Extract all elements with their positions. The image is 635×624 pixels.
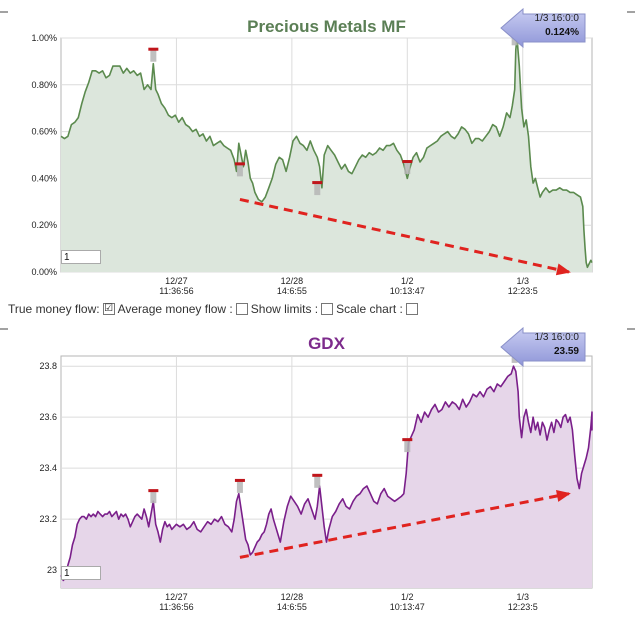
event-marker [404,440,411,453]
y-tick-label: 0.40% [31,173,57,183]
y-tick-label: 0.80% [31,80,57,90]
event-marker-flag [234,478,245,482]
x-tick-label: 1/2 [401,592,414,602]
event-marker [236,480,243,493]
series-line [60,365,593,582]
x-tick-label: 10:13:47 [390,286,425,296]
y-tick-label: 23.2 [39,514,57,524]
event-marker [150,491,157,504]
x-tick-label: 10:13:47 [390,602,425,612]
last-value-badge: 1/3 16:0:0 23.59 [499,326,589,368]
badge-value: 0.124% [545,27,579,38]
x-tick-label: 14:6:55 [277,286,307,296]
y-tick-label: 23 [47,565,57,575]
badge-time: 1/3 16:0:0 [534,13,579,24]
event-marker [314,475,321,488]
event-marker-flag [312,181,323,185]
y-tick-label: 0.00% [31,267,57,277]
true-money-flow-checkbox[interactable]: ☑ [102,303,115,315]
event-marker [404,162,411,175]
x-tick-label: 1/3 [516,592,529,602]
event-marker-flag [234,162,245,166]
series-line [60,37,593,269]
trend-line [239,197,570,274]
event-marker [236,164,243,177]
last-value-badge: 1/3 16:0:0 0.124% [499,7,589,49]
chart-title: Precious Metals MF [247,17,406,36]
y-tick-label: 1.00% [31,33,57,43]
event-marker-flag [312,473,323,477]
range-input[interactable]: 1 [61,566,101,580]
x-tick-label: 1/2 [401,276,414,286]
series-area [61,38,592,272]
show-limits-label: Show limits : [250,302,319,316]
back-arrow-icon[interactable] [499,7,589,49]
trend-arrowhead [555,490,571,502]
y-tick-label: 23.4 [39,463,57,473]
event-marker-flag [148,489,159,493]
event-marker-flag [402,438,413,442]
chart-title: GDX [308,334,346,353]
badge-value: 23.59 [553,346,579,357]
average-money-flow-checkbox[interactable] [235,303,248,315]
x-tick-label: 12:23:5 [508,286,538,296]
y-tick-label: 23.6 [39,412,57,422]
series-area [61,366,592,588]
y-tick-label: 0.60% [31,127,57,137]
trend-line [239,492,570,559]
scale-chart-label: Scale chart : [336,302,403,316]
chart-controls: True money flow: ☑ Average money flow : … [8,302,421,316]
x-tick-label: 12/28 [281,276,304,286]
x-tick-label: 12/28 [281,592,304,602]
event-marker [150,49,157,62]
x-tick-label: 14:6:55 [277,602,307,612]
trend-arrowhead [555,263,571,276]
x-tick-label: 11:36:56 [159,602,193,612]
x-tick-label: 1/3 [516,276,529,286]
y-tick-label: 0.20% [31,220,57,230]
event-marker [314,183,321,196]
scale-chart-checkbox[interactable] [405,303,418,315]
range-input[interactable]: 1 [61,250,101,264]
back-arrow-icon[interactable] [499,326,589,368]
event-marker-flag [148,47,159,51]
x-tick-label: 12/27 [165,276,188,286]
x-tick-label: 12:23:5 [508,602,538,612]
average-money-flow-label: Average money flow : [117,302,233,316]
true-money-flow-label: True money flow: [8,302,100,316]
x-tick-label: 12/27 [165,592,188,602]
event-marker-flag [402,160,413,164]
y-tick-label: 23.8 [39,361,57,371]
x-tick-label: 11:36:56 [159,286,193,296]
badge-time: 1/3 16:0:0 [534,332,579,343]
show-limits-checkbox[interactable] [321,303,334,315]
